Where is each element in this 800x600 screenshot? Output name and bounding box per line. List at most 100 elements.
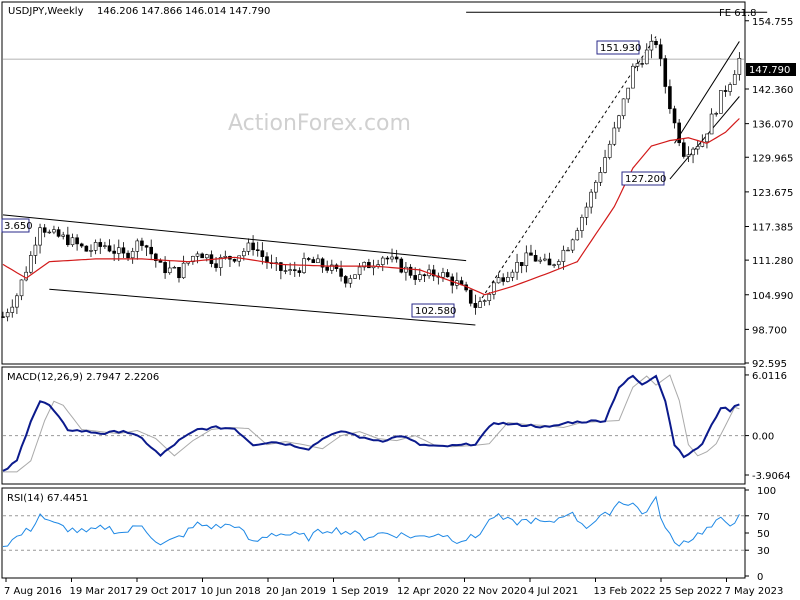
- candle-body: [339, 268, 343, 277]
- annotation-high: 151.930: [596, 40, 641, 55]
- current-price-tag: 147.790: [746, 63, 796, 76]
- candle-body: [242, 251, 246, 257]
- x-tick-label: 4 Jul 2021: [528, 586, 578, 597]
- x-tick-label: 25 Sep 2022: [659, 586, 722, 597]
- candle: [47, 229, 52, 234]
- candle-body: [728, 84, 732, 92]
- candle: [506, 271, 510, 283]
- y-tick-label: 111.280: [752, 256, 793, 267]
- candle-body: [255, 249, 260, 251]
- macd-line: [2, 374, 740, 472]
- candle: [686, 146, 691, 162]
- candle-body: [126, 252, 130, 259]
- annotation-low-1-text: 102.580: [415, 306, 456, 317]
- candle: [15, 293, 19, 315]
- candle: [70, 233, 75, 247]
- ohlc-low: 146.014: [185, 6, 226, 17]
- candle: [330, 259, 334, 274]
- rsi-tick-label: 50: [757, 529, 770, 540]
- candle: [524, 245, 529, 273]
- candle-body: [714, 113, 719, 115]
- price-layer: [1, 11, 768, 326]
- candle: [255, 241, 260, 257]
- candle: [413, 267, 417, 286]
- candle-body: [311, 259, 316, 264]
- macd-tick-label: 0.00: [752, 432, 774, 443]
- candle: [709, 108, 714, 135]
- candle-body: [177, 266, 181, 279]
- x-tick-label: 1 Sep 2019: [332, 586, 389, 597]
- candle-body: [496, 277, 501, 284]
- candle: [394, 249, 399, 263]
- candle-body: [570, 239, 575, 251]
- candle-body: [593, 181, 598, 193]
- candle: [306, 256, 311, 262]
- candle: [566, 247, 570, 252]
- candle: [658, 38, 663, 67]
- candle-body: [691, 148, 695, 156]
- candle-body: [89, 250, 93, 252]
- candle: [589, 188, 593, 214]
- candle: [681, 138, 686, 159]
- candle: [311, 256, 316, 264]
- candle: [626, 87, 631, 103]
- ohlc-readout: 146.206 147.866 146.014 147.790: [97, 6, 270, 17]
- axis-layer: 154.755 142.360 136.070 129.965 123.675 117.3…: [4, 17, 793, 597]
- candle-body: [163, 262, 167, 274]
- candle: [668, 79, 672, 114]
- candle-body: [686, 154, 691, 157]
- candle: [112, 244, 116, 261]
- annotation-left-text: 3.650: [4, 221, 33, 232]
- candle: [130, 247, 135, 264]
- rising-channel-lower: [669, 96, 740, 180]
- candle-body: [103, 245, 107, 247]
- candle: [385, 256, 390, 265]
- candle: [695, 140, 700, 155]
- candle-body: [38, 227, 42, 246]
- candle-body: [330, 264, 334, 271]
- candle-body: [1, 316, 5, 318]
- candle-body: [98, 242, 103, 247]
- candle-body: [506, 277, 510, 282]
- candle: [473, 294, 478, 315]
- candle-body: [79, 243, 84, 247]
- candle-body: [705, 133, 709, 143]
- candle-body: [431, 269, 436, 277]
- candle: [93, 239, 98, 255]
- y-tick-label: 117.385: [752, 223, 793, 234]
- candle-body: [617, 115, 621, 129]
- candle: [737, 52, 742, 81]
- candle-body: [607, 143, 612, 158]
- annotation-low-1: 102.580: [411, 303, 456, 318]
- candle-body: [473, 303, 478, 308]
- candle-body: [603, 157, 607, 173]
- candle-body: [288, 269, 292, 271]
- candle: [297, 267, 302, 277]
- fe-label: FE 61.8: [719, 8, 757, 19]
- candle: [38, 223, 42, 254]
- candle: [570, 238, 575, 254]
- candle: [607, 140, 612, 160]
- candle-body: [719, 90, 723, 114]
- x-tick-label: 20 Jan 2019: [266, 586, 326, 597]
- ohlc-high: 147.866: [141, 6, 182, 17]
- candle-body: [154, 253, 158, 261]
- candle: [79, 242, 84, 249]
- candle-body: [316, 258, 320, 264]
- candle: [538, 256, 543, 264]
- candle: [593, 180, 598, 200]
- candle: [56, 226, 61, 238]
- candle-body: [149, 246, 153, 255]
- candle-body: [297, 270, 302, 273]
- candle-body: [204, 254, 209, 259]
- annotation-low-2-text: 127.200: [625, 174, 666, 185]
- candle: [316, 254, 320, 264]
- y-tick-label: 98.700: [752, 325, 787, 336]
- candle-body: [28, 255, 33, 273]
- candle-body: [107, 245, 112, 252]
- rising-channel-upper: [674, 41, 740, 144]
- candle-body: [478, 301, 482, 308]
- candle: [635, 59, 640, 72]
- candle-body: [214, 263, 218, 268]
- candle: [390, 248, 394, 263]
